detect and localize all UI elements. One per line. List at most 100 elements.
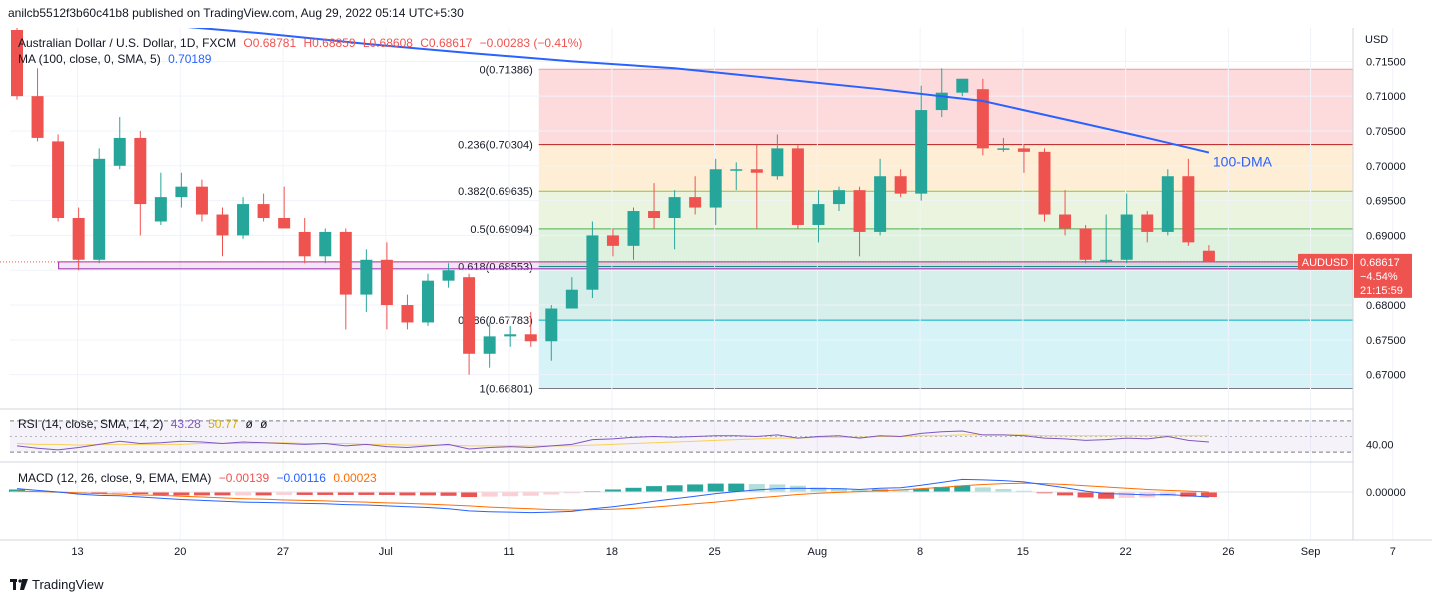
- candle-body: [1079, 228, 1092, 260]
- candle: [1059, 190, 1072, 236]
- candle-body: [216, 214, 229, 236]
- candle: [586, 221, 599, 299]
- x-tick-label: 7: [1390, 546, 1396, 558]
- candle: [730, 162, 743, 191]
- candle-body: [833, 190, 845, 205]
- ohlc-low: L0.68608: [362, 36, 413, 50]
- candle: [709, 158, 722, 225]
- candle: [52, 134, 65, 222]
- candle: [31, 68, 44, 142]
- candle-body: [1017, 148, 1030, 152]
- rsi-legend: RSI (14, close, SMA, 14, 2) 43.28 50.77 …: [18, 417, 272, 431]
- candle-body: [565, 289, 578, 309]
- candle-body: [380, 259, 393, 306]
- rsi-label[interactable]: RSI (14, close, SMA, 14, 2): [18, 417, 164, 431]
- macd-hist-bar: [810, 487, 827, 492]
- candle-body: [1202, 250, 1215, 262]
- x-tick-label: Aug: [808, 546, 828, 558]
- x-tick-label: 27: [277, 546, 289, 558]
- macd-hist-bar: [358, 492, 375, 495]
- ohlc-high: H0.68859: [303, 36, 356, 50]
- macd-hist-bar: [1057, 492, 1074, 496]
- x-tick-label: Jul: [379, 546, 393, 558]
- macd-hist-bar: [707, 483, 724, 492]
- candle: [339, 228, 352, 330]
- ma-value: 0.70189: [168, 52, 212, 66]
- candles: [11, 26, 1215, 375]
- macd-hist-bar: [337, 492, 354, 495]
- candle-body: [113, 137, 126, 166]
- macd-signal-value: 0.00023: [333, 471, 377, 485]
- candle: [997, 137, 1010, 152]
- chart-svg[interactable]: 0(0.71386) 0.236(0.70304) 0.382(0.69635) 0.…: [0, 25, 1432, 568]
- ohlc-change: −0.00283 (−0.41%): [479, 36, 583, 50]
- macd-hist-bar: [543, 492, 560, 495]
- candle-body: [195, 186, 208, 215]
- candle: [1182, 158, 1195, 246]
- symbol-badge: [1298, 253, 1353, 270]
- candle: [853, 186, 866, 257]
- macd-label[interactable]: MACD (12, 26, close, 9, EMA, EMA): [18, 471, 212, 485]
- rsi-axis-label: 40.00: [1366, 439, 1394, 451]
- macd-hist-bar: [502, 492, 519, 497]
- candle-body: [1059, 214, 1072, 229]
- y-tick-label: 0.67500: [1366, 335, 1406, 347]
- price-badge-countdown: 21:15:59: [1360, 285, 1403, 297]
- footer[interactable]: TradingView: [10, 577, 104, 592]
- candle: [195, 179, 208, 222]
- candle-body: [648, 211, 661, 218]
- macd-axis-label: 0.00000: [1366, 487, 1406, 499]
- candle: [565, 277, 578, 309]
- candle-body: [237, 204, 250, 236]
- candle: [298, 218, 311, 264]
- x-tick-label: 20: [174, 546, 186, 558]
- candle-body: [586, 235, 599, 290]
- candle-body: [278, 218, 291, 229]
- candle-body: [442, 270, 455, 281]
- candle-body: [422, 280, 434, 323]
- y-tick-label: 0.69000: [1366, 230, 1406, 242]
- y-tick-label: 0.69500: [1366, 196, 1406, 208]
- price-badge: AUDUSD 0.68617 −4.54% 21:15:59: [1298, 253, 1412, 298]
- candle-body: [956, 78, 969, 93]
- x-tick-label: 15: [1017, 546, 1029, 558]
- fib-level-label: 0.786(0.67783): [458, 315, 533, 327]
- publisher-line: anilcb5512f3b60c41b8 published on Tradin…: [8, 6, 464, 20]
- currency-label: USD: [1365, 34, 1388, 46]
- candle-body: [52, 141, 65, 218]
- rsi-extra-2: ø: [260, 417, 268, 431]
- symbol-title[interactable]: Australian Dollar / U.S. Dollar, 1D, FXC…: [18, 36, 237, 50]
- macd-hist-bar: [995, 489, 1012, 492]
- support-zone: [0, 261, 1354, 270]
- candle: [894, 169, 907, 198]
- macd-legend: MACD (12, 26, close, 9, EMA, EMA) −0.001…: [18, 471, 381, 485]
- chart-frame[interactable]: 0(0.71386) 0.236(0.70304) 0.382(0.69635) 0.…: [0, 25, 1432, 568]
- x-tick-label: 26: [1222, 546, 1234, 558]
- macd-hist-bar: [748, 484, 765, 492]
- macd-hist-bar: [1180, 492, 1197, 497]
- candle-body: [93, 158, 106, 260]
- macd-hist-bar: [563, 492, 580, 494]
- candle-body: [504, 334, 517, 337]
- macd-hist-bar: [1036, 492, 1053, 494]
- candle: [627, 207, 640, 260]
- candle-body: [668, 197, 681, 218]
- candle: [154, 172, 167, 225]
- fib-band: [538, 228, 1353, 267]
- macd-hist-bar: [399, 492, 416, 496]
- fib-level-label: 0.5(0.69094): [470, 224, 532, 236]
- candle: [1161, 169, 1174, 236]
- macd-hist-bar: [132, 492, 149, 495]
- macd-hist-bar: [440, 492, 457, 496]
- rsi-pane: 40.00: [10, 420, 1394, 453]
- candle-body: [997, 148, 1010, 150]
- candle: [524, 312, 537, 347]
- symbol-badge-text: AUDUSD: [1302, 257, 1349, 269]
- macd-hist-bar: [1118, 492, 1135, 498]
- candle: [976, 78, 989, 156]
- ma-label[interactable]: MA (100, close, 0, SMA, 5): [18, 52, 161, 66]
- macd-hist-bar: [892, 489, 909, 492]
- candle: [463, 273, 476, 375]
- candle: [93, 148, 106, 264]
- ma-legend: MA (100, close, 0, SMA, 5) 0.70189: [18, 52, 215, 66]
